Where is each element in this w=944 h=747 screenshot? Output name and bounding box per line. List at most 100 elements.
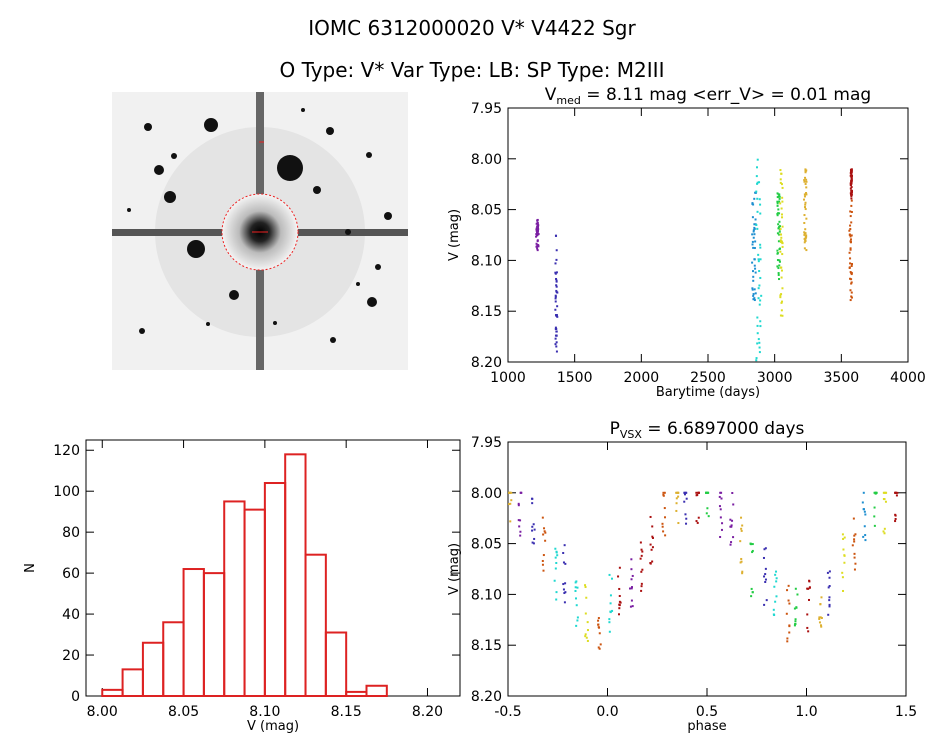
lightcurve-point [758, 198, 761, 201]
phase-ytick-label: 8.00 [471, 486, 502, 502]
phase-point [541, 559, 544, 562]
phase-point [629, 605, 632, 608]
phase-point [574, 586, 577, 589]
phase-point [542, 554, 545, 557]
phase-point [864, 534, 867, 537]
lightcurve-point [778, 259, 781, 262]
lightcurve-point [849, 277, 852, 280]
lightcurve-xtick-label: 3500 [824, 370, 860, 386]
phase-point [575, 580, 578, 583]
phase-point [843, 561, 846, 564]
lightcurve-point [778, 260, 781, 263]
lightcurve-point [536, 221, 539, 224]
lightcurve-point [555, 277, 558, 280]
phase-point [685, 522, 688, 525]
phase-point [597, 619, 600, 622]
lightcurve-point [753, 299, 756, 302]
phase-point [763, 603, 766, 606]
histogram-bar [284, 453, 307, 697]
phase-point [762, 556, 765, 559]
phase-point [640, 570, 643, 573]
lightcurve-point [776, 249, 779, 252]
phase-point [741, 570, 744, 573]
phase-ytick-label: 8.20 [471, 689, 502, 705]
phase-point [705, 512, 708, 515]
lightcurve-ytick-label: 8.20 [471, 355, 502, 371]
phase-point [820, 596, 823, 599]
phase-point [720, 528, 723, 531]
phase-point [819, 624, 822, 627]
lightcurve-point [752, 230, 755, 233]
lightcurve-point [779, 202, 782, 205]
lightcurve-point [555, 234, 558, 237]
lightcurve-point [536, 227, 539, 230]
lightcurve-point [754, 191, 757, 194]
lightcurve-point [755, 359, 758, 362]
lightcurve-point [850, 278, 853, 281]
lightcurve-point [776, 204, 779, 207]
lightcurve-point [781, 216, 784, 219]
lightcurve-point [848, 251, 851, 254]
lightcurve-point [554, 295, 557, 298]
lightcurve-point [752, 298, 755, 301]
lightcurve-point [780, 236, 783, 239]
phase-point [575, 624, 578, 627]
phase-point [640, 585, 643, 588]
phase-point [597, 623, 600, 626]
phase-point [896, 491, 899, 494]
phase-point [532, 523, 535, 526]
lightcurve-point [779, 239, 782, 242]
phase-point [730, 541, 733, 544]
lightcurve-point [849, 271, 852, 274]
phase-point [841, 576, 844, 579]
lightcurve-point [757, 260, 760, 263]
lightcurve-point [776, 232, 779, 235]
histogram-ytick-label: 100 [53, 484, 80, 500]
lightcurve-point [755, 223, 758, 226]
phase-point [854, 562, 857, 565]
lightcurve-point [555, 271, 558, 274]
phase-point [843, 536, 846, 539]
phase-point [518, 525, 521, 528]
phase-point [793, 607, 796, 610]
lightcurve-point [757, 287, 760, 290]
lightcurve-point [776, 265, 779, 268]
lightcurve-point [756, 342, 759, 345]
lightcurve-point [850, 191, 853, 194]
lightcurve-point [536, 230, 539, 233]
phase-point [820, 625, 823, 628]
lightcurve-point [751, 288, 754, 291]
lightcurve-xtick-label: 2500 [690, 370, 726, 386]
lightcurve-point [779, 169, 782, 172]
lightcurve-point [849, 247, 852, 250]
lightcurve-point [778, 197, 781, 200]
lightcurve-point [554, 337, 557, 340]
phase-xtick-label: 1.0 [795, 704, 817, 720]
lightcurve-point [760, 294, 763, 297]
phase-point [819, 603, 822, 606]
lightcurve-xtick-label: 3000 [757, 370, 793, 386]
lightcurve-point [555, 334, 558, 337]
phase-point [533, 537, 536, 540]
phase-point [630, 599, 633, 602]
lightcurve-ytick-label: 7.95 [471, 101, 502, 117]
phase-point [517, 502, 520, 505]
lightcurve-point [752, 236, 755, 239]
lightcurve-point [850, 221, 853, 224]
phase-point [651, 536, 654, 539]
phase-point [675, 502, 678, 505]
lightcurve-point [780, 183, 783, 186]
phase-point [677, 495, 680, 498]
histogram-axes: 8.00 8.05 8.10 8.15 8.20 0 20 40 60 80 100 120 V (ma… [23, 439, 461, 734]
phase-point [862, 508, 865, 511]
phase-point [707, 491, 710, 494]
lightcurve-point [535, 235, 538, 238]
phase-point [683, 493, 686, 496]
phase-point [764, 578, 767, 581]
phase-point [533, 528, 536, 531]
lightcurve-xtick-label: 1500 [557, 370, 593, 386]
lightcurve-point [555, 350, 558, 353]
figure-title-line2: O Type: V* Var Type: LB: SP Type: M2III [279, 58, 665, 82]
phase-point [651, 525, 654, 528]
phase-point [574, 590, 577, 593]
